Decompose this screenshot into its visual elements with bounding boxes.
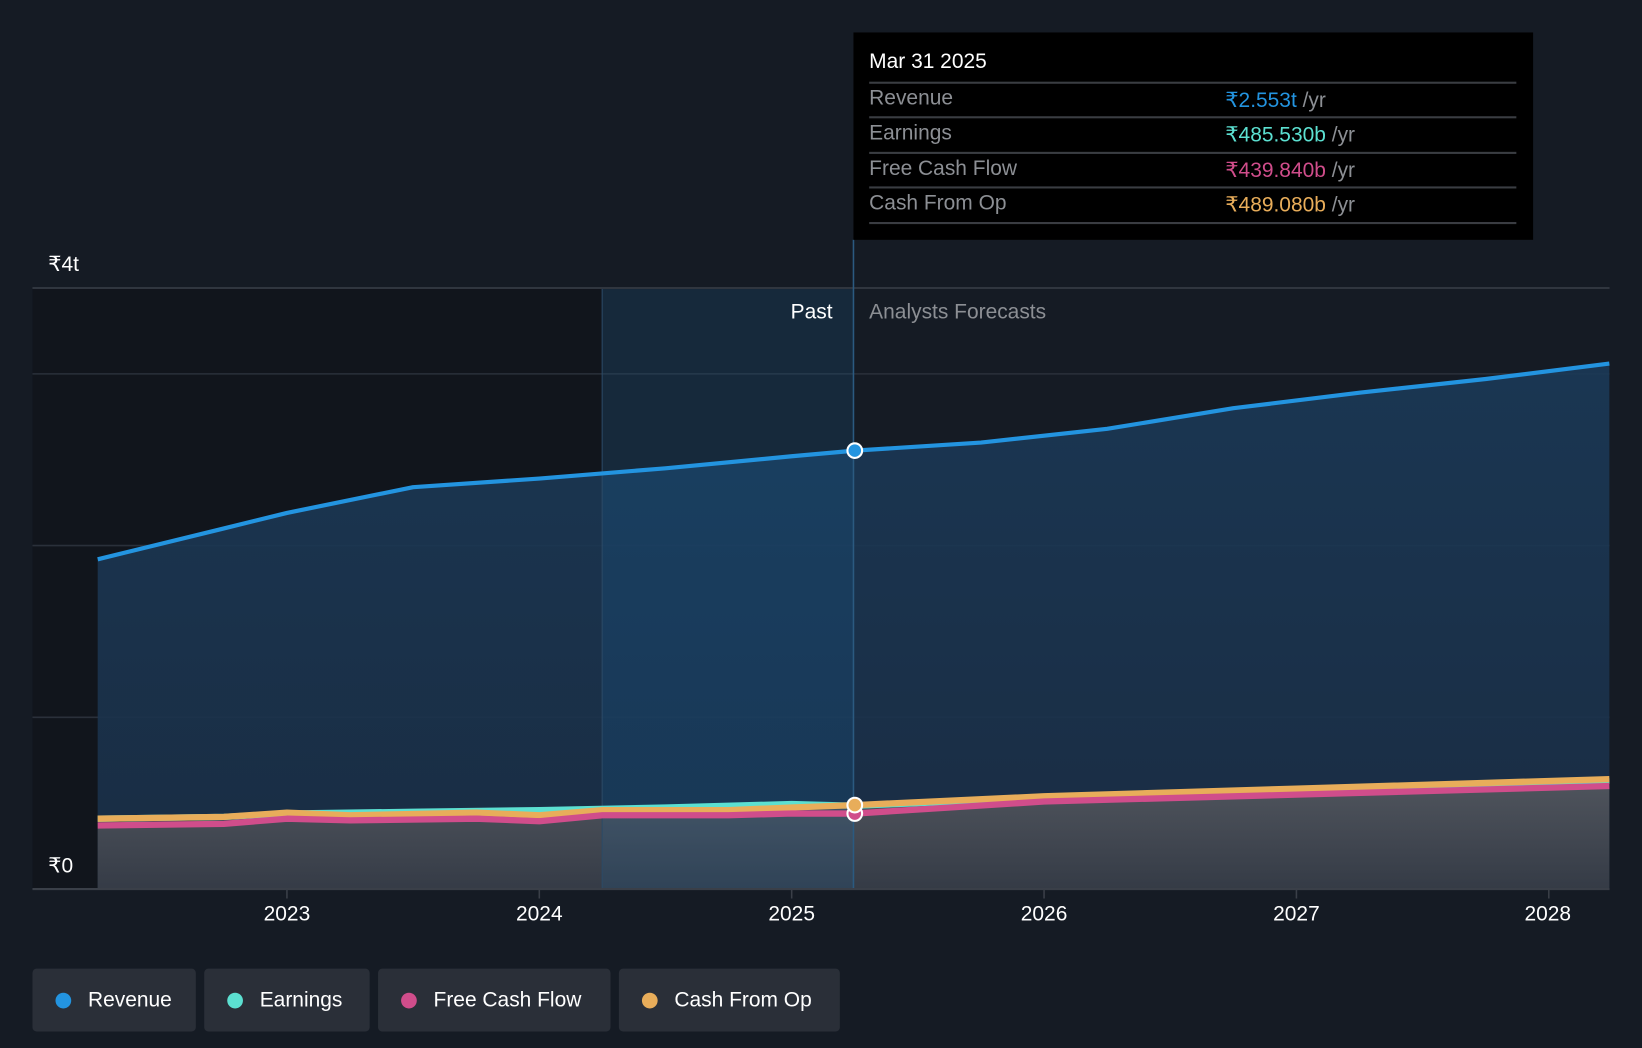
cash-from-op-line — [97, 775, 1610, 822]
legend-label: Cash From Op — [674, 988, 812, 1012]
revenue-dot-icon — [55, 992, 72, 1008]
legend-free-cash-flow[interactable]: Free Cash Flow — [378, 968, 611, 1032]
past-label: Past — [790, 300, 833, 324]
tooltip-value: ₹2.553t — [1225, 89, 1297, 113]
legend-label: Revenue — [87, 988, 172, 1012]
cfo-dot-icon — [641, 992, 658, 1008]
tooltip-label: Revenue — [869, 86, 954, 110]
legend-earnings[interactable]: Earnings — [204, 968, 370, 1032]
tooltip-unit: /yr — [1331, 123, 1356, 147]
tooltip: Mar 31 2025 Revenue ₹2.553t /yr Earnings ₹… — [853, 32, 1534, 240]
tooltip-value: ₹485.530b — [1225, 123, 1326, 147]
tooltip-unit: /yr — [1331, 193, 1356, 217]
x-tick-2027: 2027 — [1273, 902, 1320, 926]
y-tick-top: ₹4t — [48, 253, 79, 277]
tooltip-row-fcf: Free Cash Flow ₹439.840b /yr — [869, 151, 1517, 189]
x-tick-2028: 2028 — [1524, 902, 1572, 926]
tooltip-label: Free Cash Flow — [869, 157, 1017, 181]
fcf-dot-icon — [401, 992, 417, 1008]
tooltip-date: Mar 31 2025 — [869, 50, 987, 74]
highlight-band — [602, 289, 854, 890]
revenue-line — [97, 361, 1610, 562]
tooltip-row-cfo: Cash From Op ₹489.080b /yr — [869, 186, 1517, 223]
free-cash-flow-line — [97, 782, 1610, 829]
tooltip-value: ₹489.080b — [1225, 193, 1326, 217]
earnings-dot-icon — [227, 992, 243, 1008]
tooltip-unit: /yr — [1331, 159, 1356, 183]
forecast-label: Analysts Forecasts — [869, 300, 1047, 324]
tooltip-row-revenue: Revenue ₹2.553t /yr — [869, 81, 1517, 119]
x-tick-2023: 2023 — [263, 902, 311, 926]
tooltip-label: Cash From Op — [869, 191, 1007, 215]
tooltip-label: Earnings — [869, 121, 952, 145]
legend-label: Free Cash Flow — [433, 988, 582, 1012]
legend-label: Earnings — [259, 988, 343, 1012]
x-tick-2026: 2026 — [1020, 902, 1068, 926]
legend-revenue[interactable]: Revenue — [32, 968, 196, 1032]
y-tick-zero: ₹0 — [48, 854, 74, 878]
x-tick-2024: 2024 — [516, 902, 563, 926]
revenue-marker — [846, 442, 864, 459]
tooltip-unit: /yr — [1302, 89, 1326, 113]
x-tick-2025: 2025 — [768, 902, 815, 926]
tooltip-value: ₹439.840b — [1225, 159, 1326, 183]
tooltip-row-earnings: Earnings ₹485.530b /yr — [869, 116, 1517, 153]
legend-cash-from-op[interactable]: Cash From Op — [618, 968, 840, 1032]
cash-from-op-marker — [846, 796, 864, 814]
